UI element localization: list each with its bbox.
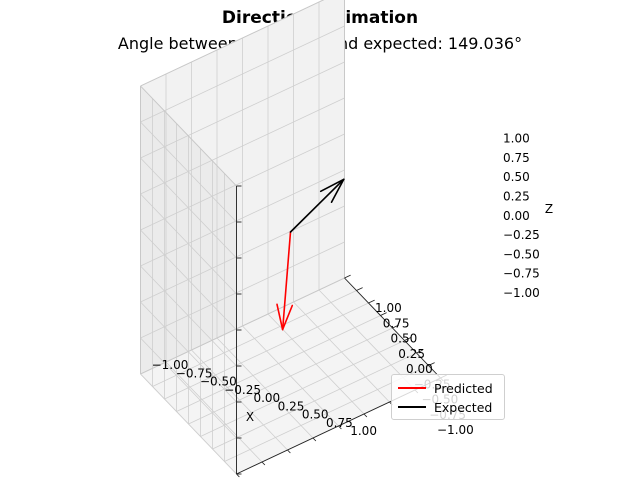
x-tick-label: 0.25 (278, 399, 305, 413)
series-arrowhead-expected (319, 178, 345, 203)
y-tick-label: 0.00 (406, 362, 433, 376)
grid-line-y-floor (242, 325, 339, 427)
series-group (276, 178, 345, 331)
legend-swatch-predicted (398, 387, 426, 389)
x-tick-label: 1.00 (350, 424, 377, 438)
pane-edge-floor-left (140, 277, 345, 375)
grid-line-y-floor (165, 361, 263, 463)
series-line-expected (289, 178, 345, 233)
x-tick (428, 362, 435, 366)
z-tick-label: 0.00 (503, 209, 530, 223)
x-tick-label: −0.25 (224, 383, 261, 397)
grid-line-x-floor (212, 352, 417, 450)
legend-label-predicted: Predicted (434, 380, 493, 396)
x-tick-label: 0.00 (253, 391, 280, 405)
z-tick-label: −0.50 (503, 247, 540, 261)
z-tick-label: 0.75 (503, 151, 530, 165)
z-tick-label: 0.50 (503, 170, 530, 184)
legend: Predicted Expected (391, 374, 505, 420)
x-tick (344, 274, 351, 279)
grid-line-z-right (140, 157, 237, 259)
x-axis-label: X (246, 410, 254, 424)
pane-edge-top-left (140, 0, 325, 87)
grid-line-z-right (140, 229, 237, 331)
y-tick (261, 461, 266, 466)
series-line-predicted (281, 231, 292, 331)
x-tick-label: −0.75 (176, 366, 213, 380)
series-arrowhead-predicted (276, 303, 294, 331)
x-tick (356, 287, 363, 291)
z-tick-label: −0.25 (503, 228, 540, 242)
grid-line-z-right (140, 121, 237, 223)
y-tick-label: 0.75 (383, 316, 410, 330)
z-tick-label: 0.25 (503, 190, 530, 204)
y-tick-label: 0.25 (398, 347, 425, 361)
grid-line-y-floor (140, 373, 237, 475)
y-tick (312, 437, 317, 442)
x-tick (368, 299, 375, 304)
legend-item-predicted: Predicted (398, 380, 493, 396)
x-tick-label: 0.50 (302, 408, 329, 422)
grid-line-z-left (140, 61, 345, 159)
x-tick-label: 0.75 (326, 416, 353, 430)
y-tick (338, 425, 342, 430)
x-tick-label: −0.50 (200, 375, 237, 389)
y-tick-label: −1.00 (437, 423, 474, 437)
y-tick (236, 473, 240, 478)
legend-swatch-expected (398, 406, 426, 408)
y-tick-label: 1.00 (375, 301, 402, 315)
x-tick (380, 312, 387, 316)
grid-line-x-floor (200, 340, 405, 437)
y-tick-label: 0.50 (391, 332, 418, 346)
legend-item-expected: Expected (398, 399, 492, 415)
pane-edge-top-right (140, 85, 237, 187)
z-tick-label: −1.00 (503, 286, 540, 300)
z-tick-label: 1.00 (503, 132, 530, 146)
grid-line-z-left (140, 25, 345, 123)
x-tick (404, 337, 411, 341)
z-axis-label: Z (545, 202, 553, 216)
legend-label-expected: Expected (434, 399, 493, 415)
x-tick (392, 324, 399, 329)
x-tick-label: −1.00 (152, 358, 189, 372)
tick-labels: −1.00−1.00−1.00−0.75−0.75−0.75−0.50−0.50… (152, 132, 540, 438)
grid-line-y-floor (191, 349, 288, 451)
grid-line-y-floor (216, 337, 314, 439)
grid-line-z-left (140, 97, 345, 195)
y-tick (363, 413, 368, 418)
z-tick-label: −0.75 (503, 267, 540, 281)
axis-labels: XZ (246, 202, 553, 424)
x-tick (416, 349, 423, 354)
grid-line-z-right (140, 193, 237, 295)
y-tick (287, 449, 291, 454)
grid-line-z-left (140, 133, 345, 231)
